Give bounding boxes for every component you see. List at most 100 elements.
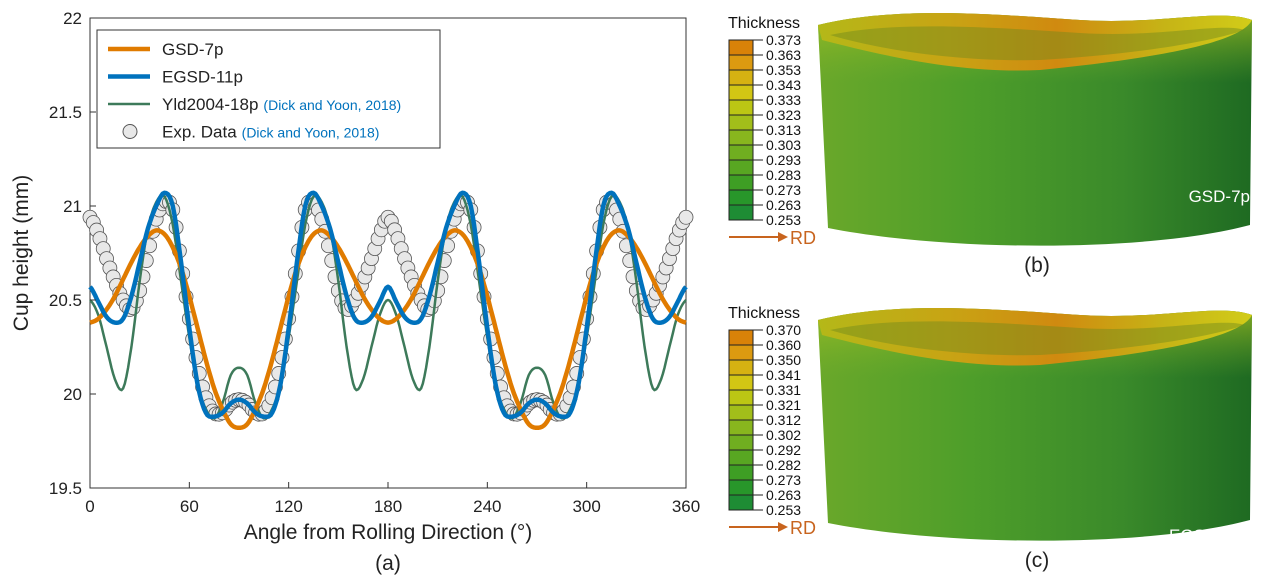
rd-label: RD: [790, 228, 816, 248]
legend-label: GSD-7p: [162, 40, 223, 59]
legend-label: Yld2004-18p (Dick and Yoon, 2018): [162, 95, 401, 114]
colorbar-band: [729, 330, 753, 346]
colorbar-band: [729, 100, 753, 116]
colorbar-tick-label: 0.273: [766, 472, 801, 488]
colorbar-band: [729, 375, 753, 391]
colorbar-tick-label: 0.353: [766, 62, 801, 78]
x-tick-label: 120: [274, 497, 302, 516]
y-tick-label: 20: [63, 385, 82, 404]
colorbar-tick-label: 0.282: [766, 457, 801, 473]
cup-rim: [818, 308, 1252, 366]
colorbar-band: [729, 70, 753, 86]
colorbar-tick-label: 0.331: [766, 382, 801, 398]
colorbar-band: [729, 85, 753, 101]
colorbar-band: [729, 190, 753, 206]
x-axis-label: Angle from Rolling Direction (°): [244, 521, 533, 544]
series-line-gsd-7p: [89, 228, 687, 431]
colorbar-tick-label: 0.313: [766, 122, 801, 138]
colorbar-band: [729, 435, 753, 451]
thickness-panel-b: GSD-7p Thickness0.3730.3630.3530.3430.333…: [728, 13, 1252, 277]
legend-label: EGSD-11p: [162, 68, 243, 87]
colorbar-band: [729, 390, 753, 406]
colorbar-tick-label: 0.302: [766, 427, 801, 443]
colorbar-band: [729, 205, 753, 221]
colorbar-band: [729, 495, 753, 511]
colorbar-band: [729, 480, 753, 496]
cup-shading: [818, 308, 1252, 541]
colorbar-tick-label: 0.283: [766, 167, 801, 183]
y-tick-label: 19.5: [49, 479, 82, 498]
cup-render: [818, 13, 1252, 246]
colorbar-tick-label: 0.263: [766, 197, 801, 213]
colorbar-band: [729, 450, 753, 466]
x-tick-label: 180: [374, 497, 402, 516]
cup-shading: [818, 13, 1252, 246]
series-layer: [82, 190, 694, 431]
colorbar-title: Thickness: [728, 15, 800, 32]
cup-rim: [818, 13, 1252, 71]
colorbar-band: [729, 130, 753, 146]
x-tick-label: 360: [672, 497, 700, 516]
colorbar-band: [729, 160, 753, 176]
colorbar-tick-label: 0.312: [766, 412, 801, 428]
y-tick-label: 21: [63, 197, 82, 216]
colorbar-band: [729, 465, 753, 481]
y-tick-label: 21.5: [49, 103, 82, 122]
y-tick-label: 20.5: [49, 291, 82, 310]
colorbar-band: [729, 345, 753, 361]
rd-arrowhead-icon: [778, 522, 788, 532]
axes: 0 60 120 180 240 300 360 19.5 20 20.5 21 21.5 22: [49, 9, 700, 516]
colorbar-band: [729, 115, 753, 131]
legend-box: [96, 29, 441, 149]
rd-label: RD: [790, 518, 816, 538]
series-line-egsd-11p: [88, 190, 688, 420]
x-tick-label: 300: [572, 497, 600, 516]
colorbar-tick-label: 0.253: [766, 212, 801, 228]
colorbar-tick-label: 0.321: [766, 397, 801, 413]
colorbar-tick-label: 0.343: [766, 77, 801, 93]
legend-label: Exp. Data (Dick and Yoon, 2018): [162, 123, 379, 142]
cup-inner: [830, 26, 1245, 61]
colorbar-tick-label: 0.363: [766, 47, 801, 63]
colorbar-band: [729, 55, 753, 71]
colorbar-band: [729, 175, 753, 191]
colorbar-tick-label: 0.350: [766, 352, 801, 368]
cup-inner: [830, 321, 1245, 356]
thickness-panels: GSD-7pThickness0.3730.3630.3530.3430.333…: [728, 13, 1252, 572]
x-tick-label: 240: [473, 497, 501, 516]
model-label: EGSD-11p: [1169, 526, 1250, 545]
colorbar-tick-label: 0.273: [766, 182, 801, 198]
colorbar-tick-label: 0.341: [766, 367, 801, 383]
colorbar-tick-label: 0.333: [766, 92, 801, 108]
rd-arrowhead-icon: [778, 232, 788, 242]
exp-data-point: [678, 209, 694, 225]
colorbar-band: [729, 145, 753, 161]
colorbar-tick-label: 0.293: [766, 152, 801, 168]
colorbar-tick-label: 0.292: [766, 442, 801, 458]
y-tick-label: 22: [63, 9, 82, 28]
thickness-panel-c: EGSD-11pThickness0.3700.3600.3500.3410.3…: [728, 305, 1252, 572]
colorbar-tick-label: 0.253: [766, 502, 801, 518]
cup-height-chart: 0 60 120 180 240 300 360 19.5 20 20.5 21 21.5 22 Cup…: [10, 9, 700, 575]
colorbar-band: [729, 40, 753, 56]
colorbar-tick-label: 0.360: [766, 337, 801, 353]
cup-render: [818, 308, 1252, 541]
y-axis-label: Cup height (mm): [10, 175, 33, 331]
legend-marker: [122, 124, 138, 139]
panel-label-a: (a): [375, 552, 401, 575]
x-tick-label: 0: [85, 497, 94, 516]
panel-label: (b): [1024, 254, 1050, 277]
colorbar-title: Thickness: [728, 305, 800, 322]
legend: GSD-7p EGSD-11p Yld2004-18p (Dick and Yoon,…: [96, 29, 441, 149]
colorbar-tick-label: 0.263: [766, 487, 801, 503]
panel-label: (c): [1025, 549, 1050, 572]
colorbar-tick-label: 0.370: [766, 322, 801, 338]
x-tick-label: 60: [180, 497, 199, 516]
colorbar-tick-label: 0.303: [766, 137, 801, 153]
colorbar-band: [729, 420, 753, 436]
colorbar-band: [729, 405, 753, 421]
colorbar-tick-label: 0.373: [766, 32, 801, 48]
model-label: GSD-7p: [1189, 187, 1250, 206]
